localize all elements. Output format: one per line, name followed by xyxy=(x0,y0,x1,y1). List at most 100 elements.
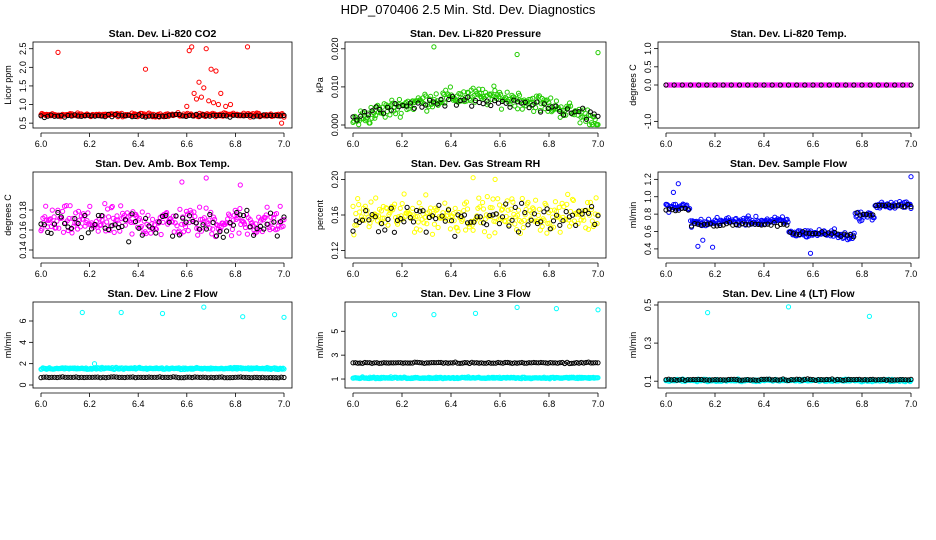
data-point xyxy=(519,195,525,202)
reference-point xyxy=(666,206,672,212)
reference-point xyxy=(582,207,588,214)
panel-sampleflow: Stan. Dev. Sample Flow 6.0 6.2 6.4 6.6 6.8 7.0… xyxy=(628,158,920,279)
reference-point xyxy=(251,114,257,120)
reference-point xyxy=(430,99,436,105)
reference-point xyxy=(398,216,404,222)
reference-point xyxy=(452,359,458,365)
data-point xyxy=(139,209,145,215)
x-tick-label: 6.2 xyxy=(396,139,409,149)
reference-point xyxy=(712,377,718,383)
data-point xyxy=(734,82,740,88)
y-tick-label: 1.0 xyxy=(643,190,653,203)
x-tick-label: 7.0 xyxy=(278,139,291,149)
data-point xyxy=(398,110,404,116)
outlier-point xyxy=(785,304,792,310)
reference-point xyxy=(671,377,677,383)
reference-point xyxy=(449,218,455,224)
reference-point xyxy=(159,374,166,380)
reference-point xyxy=(474,360,480,366)
data-point xyxy=(508,206,514,212)
reference-point xyxy=(367,360,373,366)
reference-point xyxy=(495,359,501,366)
reference-point xyxy=(254,113,260,119)
reference-point xyxy=(216,374,222,380)
reference-point xyxy=(85,230,91,236)
data-point xyxy=(463,227,469,233)
reference-point xyxy=(362,359,368,366)
outlier-point xyxy=(392,312,398,318)
reference-point xyxy=(519,200,525,206)
reference-point xyxy=(663,207,669,213)
data-point xyxy=(442,100,448,106)
reference-point xyxy=(49,374,55,380)
y-axis-label: Licor ppm xyxy=(3,65,13,105)
data-point xyxy=(67,203,73,209)
reference-point xyxy=(867,82,873,88)
reference-point xyxy=(669,207,676,213)
reference-point xyxy=(378,360,385,366)
data-point xyxy=(399,201,405,207)
reference-point xyxy=(433,360,439,366)
reference-point xyxy=(730,222,736,228)
outlier-point xyxy=(705,310,711,316)
reference-point xyxy=(146,113,152,119)
reference-point xyxy=(522,210,528,216)
reference-point xyxy=(135,374,141,380)
reference-point xyxy=(82,113,88,119)
data-point xyxy=(753,213,759,219)
data-point xyxy=(169,219,175,225)
reference-point xyxy=(153,113,159,119)
y-tick-label: 0.1 xyxy=(643,375,653,388)
data-point xyxy=(464,206,471,212)
data-point xyxy=(533,197,539,203)
y-tick-label: 1.0 xyxy=(18,98,28,111)
reference-point xyxy=(477,214,483,220)
reference-point xyxy=(419,360,425,366)
reference-point xyxy=(442,218,448,224)
reference-point xyxy=(663,377,669,383)
data-point xyxy=(355,196,361,202)
data-point xyxy=(504,89,510,95)
reference-point xyxy=(417,360,423,366)
reference-point xyxy=(742,221,749,227)
reference-point xyxy=(486,360,492,366)
data-point xyxy=(520,225,526,231)
data-point xyxy=(60,229,67,235)
reference-point xyxy=(821,377,827,383)
x-tick-label: 6.4 xyxy=(132,269,145,279)
reference-point xyxy=(709,377,715,383)
y-tick-label: 5 xyxy=(330,329,340,334)
data-point xyxy=(723,82,730,88)
reference-point xyxy=(506,223,512,229)
reference-point xyxy=(908,82,914,88)
reference-point xyxy=(439,213,445,219)
x-tick-label: 6.2 xyxy=(83,399,96,409)
reference-point xyxy=(894,377,901,383)
data-point xyxy=(357,209,363,215)
reference-point xyxy=(900,82,906,88)
reference-point xyxy=(116,113,122,119)
reference-point xyxy=(114,374,120,380)
reference-point xyxy=(889,377,895,383)
data-point xyxy=(799,82,805,88)
data-point xyxy=(512,375,518,381)
reference-point xyxy=(671,82,677,88)
panel-title: Stan. Dev. Li-820 CO2 xyxy=(109,28,217,40)
reference-point xyxy=(509,360,516,366)
reference-point xyxy=(717,377,724,383)
reference-point xyxy=(197,374,203,380)
reference-point xyxy=(493,211,499,217)
reference-point xyxy=(355,360,361,366)
y-tick-label: 0.5 xyxy=(643,299,653,312)
y-tick-label: 3 xyxy=(330,353,340,358)
reference-point xyxy=(535,360,542,366)
reference-point xyxy=(557,222,563,228)
data-point xyxy=(904,82,911,88)
reference-point xyxy=(455,360,461,366)
reference-point xyxy=(863,211,870,217)
x-tick-label: 6.0 xyxy=(660,139,673,149)
data-point xyxy=(508,98,514,104)
reference-point xyxy=(249,375,255,381)
data-point xyxy=(585,199,591,206)
reference-point xyxy=(755,221,761,227)
